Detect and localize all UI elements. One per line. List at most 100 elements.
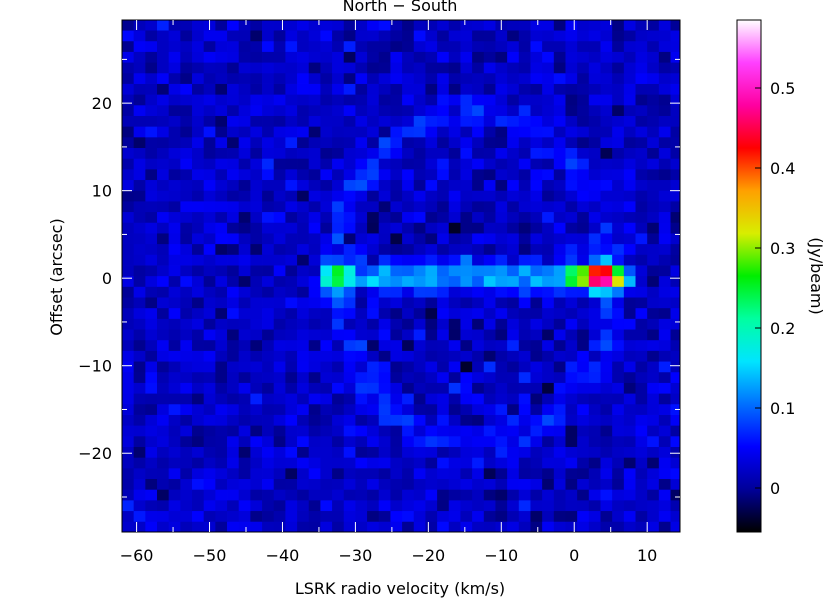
heatmap-cell	[448, 51, 461, 63]
heatmap-cell	[320, 393, 333, 405]
heatmap-cell	[157, 115, 170, 127]
heatmap-cell	[250, 222, 263, 234]
heatmap-cell	[588, 62, 601, 74]
heatmap-cell	[495, 361, 508, 373]
heatmap-cell	[518, 243, 531, 255]
heatmap-cell	[588, 329, 601, 341]
heatmap-cell	[297, 489, 310, 501]
heatmap-cell	[320, 222, 333, 234]
heatmap-cell	[623, 243, 636, 255]
heatmap-cell	[635, 254, 648, 266]
heatmap-cell	[460, 318, 473, 330]
heatmap-cell	[577, 307, 590, 319]
heatmap-cell	[635, 168, 648, 181]
heatmap-plot	[122, 20, 681, 533]
heatmap-cell	[192, 126, 205, 138]
heatmap-cell	[588, 457, 601, 469]
heatmap-cell	[577, 403, 590, 415]
heatmap-cell	[378, 446, 391, 458]
heatmap-cell	[250, 393, 263, 405]
heatmap-cell	[437, 318, 450, 330]
heatmap-cell	[250, 115, 263, 127]
heatmap-cell	[507, 286, 520, 298]
heatmap-cell	[227, 425, 240, 437]
heatmap-cell	[308, 115, 321, 127]
heatmap-cell	[390, 233, 403, 245]
heatmap-cell	[203, 382, 216, 394]
heatmap-cell	[320, 457, 333, 469]
heatmap-cell	[612, 414, 625, 426]
heatmap-cell	[588, 179, 601, 191]
heatmap-cell	[297, 318, 310, 330]
heatmap-cell	[647, 478, 660, 490]
heatmap-cell	[122, 168, 135, 181]
heatmap-cell	[530, 350, 543, 362]
heatmap-cell	[495, 393, 508, 405]
heatmap-cell	[658, 435, 671, 447]
heatmap-cell	[518, 83, 531, 95]
heatmap-cell	[507, 297, 520, 309]
heatmap-cell	[425, 104, 438, 116]
heatmap-cell	[425, 179, 438, 191]
heatmap-cell	[413, 254, 426, 266]
heatmap-cell	[250, 168, 263, 181]
heatmap-cell	[530, 222, 543, 234]
heatmap-cell	[658, 361, 671, 373]
heatmap-cell	[122, 425, 135, 437]
heatmap-cell	[425, 499, 438, 512]
heatmap-cell	[308, 72, 321, 84]
heatmap-cell	[390, 489, 403, 501]
heatmap-cell	[332, 179, 345, 191]
heatmap-cell	[612, 457, 625, 469]
heatmap-cell	[390, 94, 403, 106]
heatmap-cell	[460, 350, 473, 362]
heatmap-cell	[238, 478, 251, 490]
heatmap-cell	[367, 467, 380, 480]
heatmap-cell	[658, 457, 671, 469]
heatmap-cell	[600, 339, 613, 351]
heatmap-cell	[600, 307, 613, 319]
heatmap-cell	[367, 414, 380, 426]
heatmap-cell	[402, 307, 415, 319]
heatmap-cell	[297, 83, 310, 95]
heatmap-cell	[262, 393, 275, 405]
heatmap-cell	[530, 275, 543, 287]
heatmap-cell	[437, 158, 450, 170]
heatmap-cell	[378, 243, 391, 255]
heatmap-cell	[402, 318, 415, 330]
heatmap-cell	[273, 329, 286, 341]
heatmap-cell	[577, 329, 590, 341]
heatmap-cell	[647, 510, 660, 522]
heatmap-cell	[367, 211, 380, 223]
heatmap-cell	[168, 489, 181, 501]
heatmap-cell	[308, 40, 321, 52]
heatmap-cell	[507, 72, 520, 84]
heatmap-cell	[483, 329, 496, 341]
heatmap-cell	[343, 222, 356, 234]
heatmap-cell	[553, 446, 566, 458]
heatmap-cell	[332, 329, 345, 341]
heatmap-cell	[588, 275, 601, 287]
colorbar-tick-label: 0.3	[770, 239, 795, 258]
heatmap-cell	[437, 489, 450, 501]
heatmap-cell	[553, 200, 566, 213]
heatmap-cell	[168, 200, 181, 213]
heatmap-cell	[577, 190, 590, 202]
heatmap-cell	[588, 307, 601, 319]
heatmap-cell	[145, 136, 158, 149]
heatmap-cell	[402, 30, 415, 42]
heatmap-cell	[670, 158, 681, 170]
heatmap-cell	[367, 83, 380, 95]
heatmap-cell	[518, 425, 531, 437]
heatmap-cell	[215, 200, 228, 213]
heatmap-cell	[670, 521, 681, 533]
heatmap-cell	[553, 339, 566, 351]
heatmap-cell	[343, 83, 356, 95]
heatmap-cell	[518, 499, 531, 512]
heatmap-cell	[413, 158, 426, 170]
heatmap-cell	[145, 329, 158, 341]
heatmap-cell	[600, 446, 613, 458]
heatmap-cell	[425, 20, 438, 31]
heatmap-cell	[542, 265, 555, 277]
heatmap-cell	[413, 20, 426, 31]
